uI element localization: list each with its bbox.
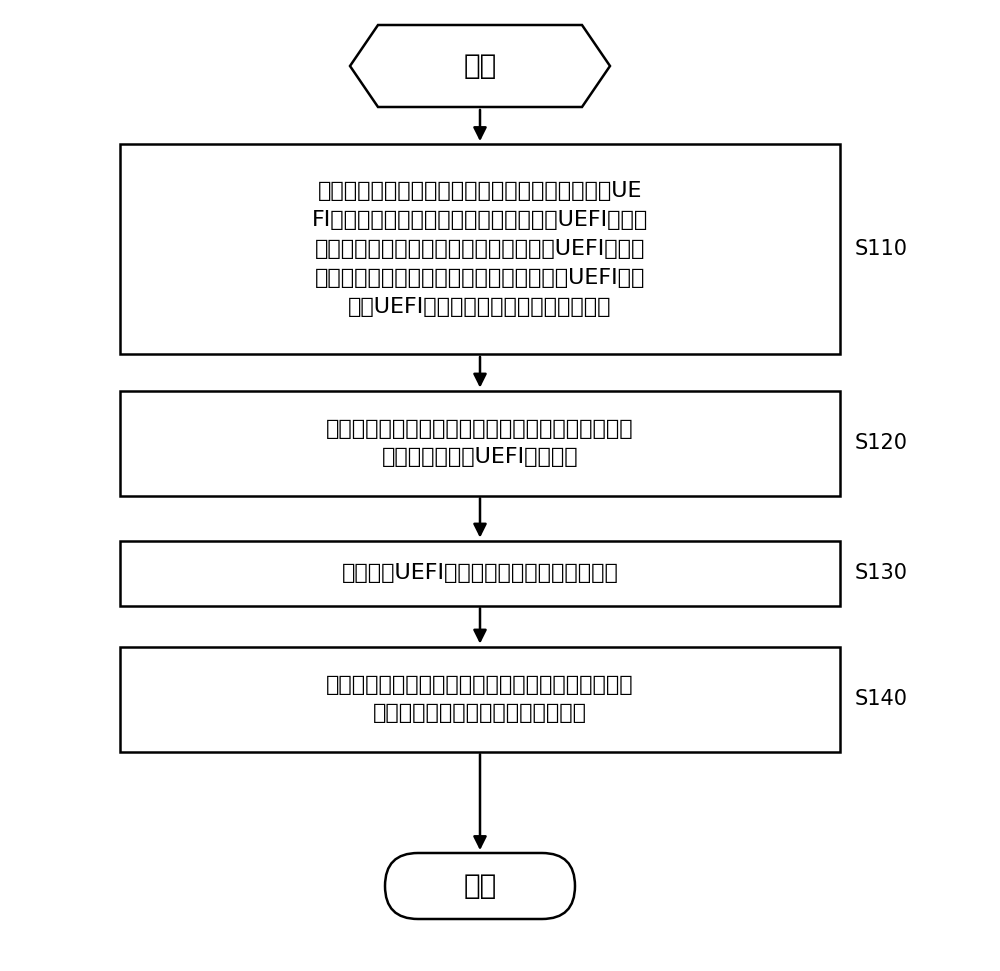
Text: 根据目标二进制程序及所述目标二进制程序所在的UE
FI镜像，分析所述目标二进制程序依赖的UEFI服务，
并根据所述目标二进制程序及其所依赖的UEFI服务形
成所: 根据目标二进制程序及所述目标二进制程序所在的UE FI镜像，分析所述目标二进制程… xyxy=(312,182,648,317)
Text: S130: S130 xyxy=(855,563,908,583)
FancyBboxPatch shape xyxy=(385,853,575,919)
Text: 结束: 结束 xyxy=(463,872,497,900)
Bar xyxy=(120,144,840,354)
Text: 在所述模拟仿真运行环境中运行所述目标二进制程序
并调用所述目标硬件交互服务依赖项: 在所述模拟仿真运行环境中运行所述目标二进制程序 并调用所述目标硬件交互服务依赖项 xyxy=(326,675,634,723)
Text: 开始: 开始 xyxy=(463,52,497,80)
Text: 将所述目标硬件交互服务的入口和目标硬件交互模拟
程序注册到所述UEFI系统表中: 将所述目标硬件交互服务的入口和目标硬件交互模拟 程序注册到所述UEFI系统表中 xyxy=(326,419,634,467)
Bar xyxy=(120,390,840,495)
Text: S140: S140 xyxy=(855,689,908,709)
Polygon shape xyxy=(350,25,610,107)
Text: S110: S110 xyxy=(855,239,908,259)
Bar xyxy=(120,647,840,752)
Text: 基于所述UEFI系统表构建模拟仿真运行环境: 基于所述UEFI系统表构建模拟仿真运行环境 xyxy=(342,563,618,583)
Bar xyxy=(120,541,840,606)
Text: S120: S120 xyxy=(855,433,908,453)
